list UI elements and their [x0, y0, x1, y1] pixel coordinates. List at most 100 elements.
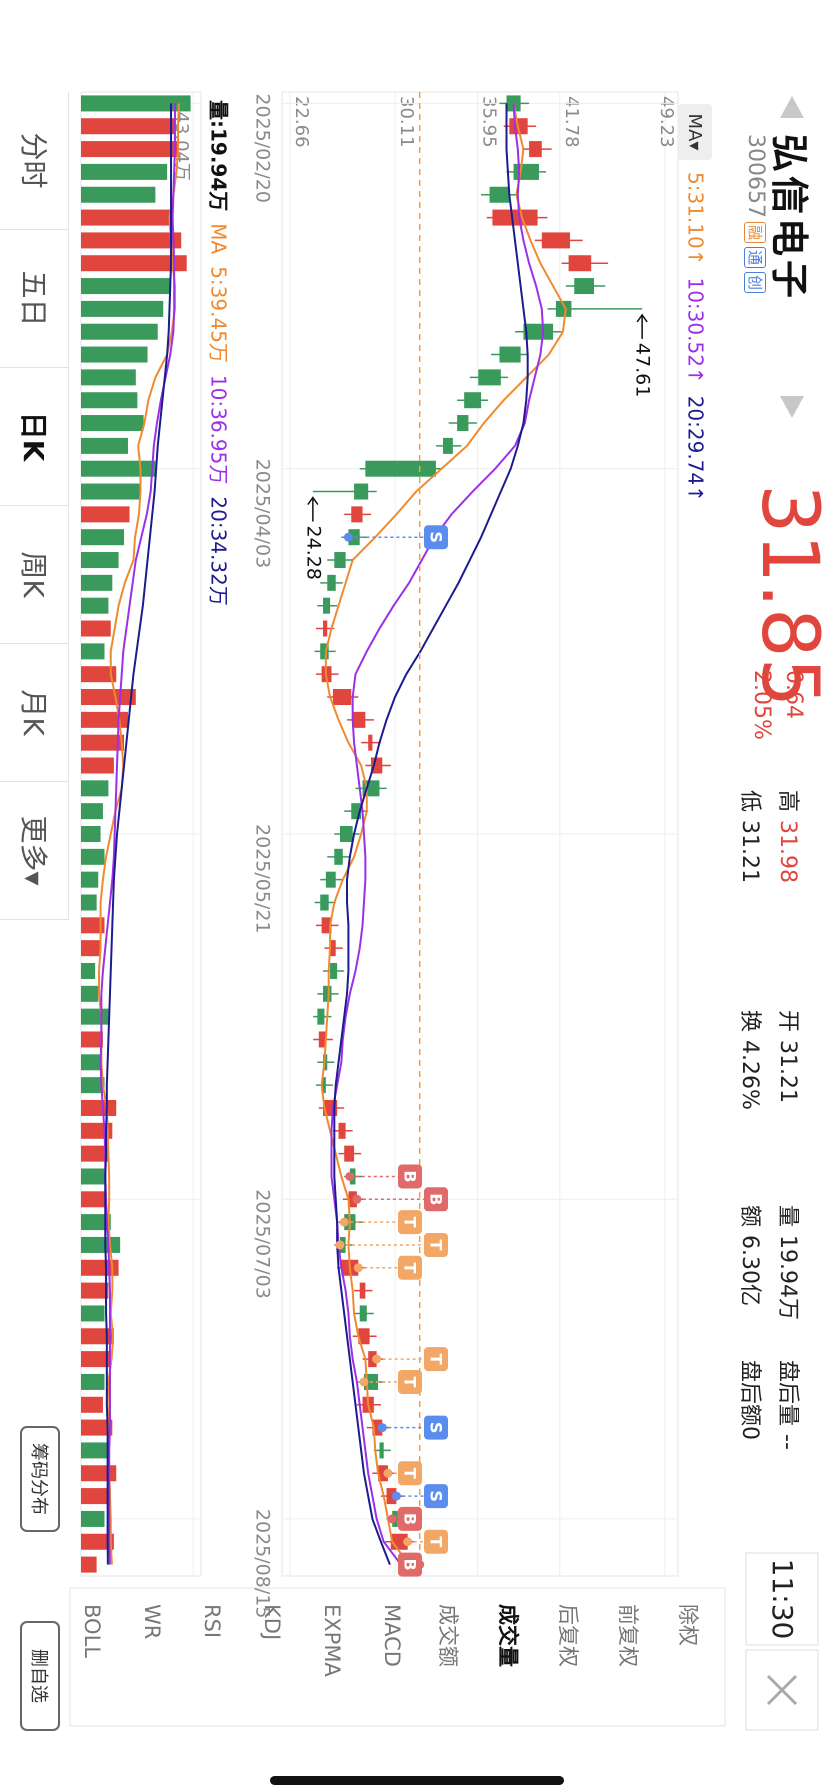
candle-body: [339, 826, 353, 842]
volume-bar: [80, 1191, 105, 1208]
volume-bar: [80, 323, 158, 340]
signal-dot: [353, 1263, 363, 1273]
indicator-item[interactable]: EXPMA: [320, 1604, 344, 1677]
volume-bar: [81, 163, 168, 180]
signal-dot: [403, 1537, 413, 1547]
legend-entry: 5:31.10↑: [684, 172, 708, 265]
stat-value: 0: [737, 1426, 762, 1441]
period-tab[interactable]: 月K: [0, 644, 69, 782]
next-stock-arrow[interactable]: [780, 396, 804, 418]
indicator-item[interactable]: MACD: [380, 1604, 404, 1667]
stat-label: 换: [737, 1010, 762, 1033]
volume-bar: [80, 848, 105, 865]
indicator-item[interactable]: 前复权: [616, 1604, 640, 1667]
indicator-item[interactable]: 成交额: [436, 1604, 460, 1667]
signal-label: B: [427, 1193, 446, 1205]
stat-value: 19.94万: [775, 1235, 800, 1320]
indicator-item[interactable]: RSI: [200, 1604, 224, 1639]
candle-body: [492, 209, 538, 226]
signal-dot: [345, 1171, 355, 1181]
volume-bar: [81, 1396, 103, 1413]
indicator-item[interactable]: 成交量: [496, 1604, 520, 1667]
candle-body: [368, 734, 373, 751]
signal-dot: [387, 1514, 397, 1524]
candle-body: [489, 186, 510, 203]
stat: 低 31.21: [736, 790, 768, 883]
close-icon[interactable]: [766, 1674, 798, 1706]
volume-bar: [81, 1236, 121, 1253]
ma-selector-box[interactable]: [678, 104, 712, 160]
volume-bar: [80, 141, 179, 158]
stat: 高 31.98: [774, 790, 806, 883]
stat-value: 31.21: [737, 820, 762, 883]
period-tab[interactable]: 更多▾: [0, 782, 69, 920]
indicator-item[interactable]: KDJ: [260, 1604, 284, 1641]
indicator-item[interactable]: 后复权: [556, 1604, 580, 1667]
volume-bar: [80, 711, 128, 728]
candle-body: [574, 278, 595, 295]
candle-body: [379, 1442, 384, 1459]
volume-bar: [81, 666, 117, 683]
y-tick-label: 35.95: [479, 96, 500, 148]
signal-label: B: [401, 1513, 420, 1525]
stat-label: 量: [775, 1205, 800, 1228]
y-tick-label: 22.66: [291, 96, 312, 148]
candle-body: [325, 871, 336, 888]
candle-body: [338, 1122, 346, 1139]
signal-label: T: [401, 1262, 420, 1273]
ma-selector[interactable]: MA▾: [684, 114, 705, 151]
volume-bar: [80, 118, 175, 135]
period-tab[interactable]: 日K: [0, 368, 69, 506]
volume-bar: [80, 1077, 105, 1094]
indicator-item[interactable]: BOLL: [80, 1604, 104, 1658]
signal-label: T: [427, 1239, 446, 1250]
signal-label: T: [401, 1217, 420, 1228]
candle-body: [365, 460, 436, 477]
volume-bar: [81, 734, 125, 751]
change: 0.64: [781, 670, 806, 719]
candle-body: [523, 323, 554, 340]
extreme-label: 24.28: [302, 526, 324, 580]
change-pct: 2.05%: [749, 670, 774, 740]
indicator-item[interactable]: 除权: [676, 1604, 700, 1646]
volume-bar: [81, 826, 101, 842]
volume-bar: [80, 1510, 105, 1527]
badge: 创: [744, 272, 766, 294]
candle-body: [332, 689, 352, 706]
period-tab[interactable]: 分时: [0, 92, 69, 230]
volume-bar: [80, 552, 119, 569]
candle-body: [327, 574, 336, 591]
period-tab[interactable]: 周K: [0, 506, 69, 644]
legend-entry: MA: [207, 223, 231, 254]
volume-bar: [81, 1533, 114, 1550]
signal-label: S: [427, 531, 446, 543]
volume-bar: [80, 1419, 113, 1436]
volume-bar: [80, 278, 172, 295]
remove-watch-button[interactable]: 删自选: [20, 1621, 60, 1731]
stat-value: 6.30亿: [737, 1235, 762, 1307]
indicator-item[interactable]: WR: [140, 1604, 164, 1640]
volume-bar: [81, 346, 148, 363]
candle-body: [541, 232, 571, 249]
legend-entry: 20:29.74↑: [684, 396, 708, 502]
signal-dot: [359, 1377, 369, 1387]
time-box: [745, 1552, 819, 1646]
volume-bar: [80, 1488, 111, 1505]
volume-bar: [80, 1305, 105, 1322]
stat: 额 6.30亿: [736, 1205, 768, 1306]
stock-code: 300657: [743, 134, 768, 218]
period-tab[interactable]: 五日: [0, 230, 69, 368]
candle-body: [323, 985, 332, 1002]
close-box[interactable]: [745, 1649, 819, 1731]
x-tick-label: 2025/07/03: [252, 1189, 274, 1299]
legend-entry: 10:36.95万: [207, 375, 231, 484]
volume-bar: [80, 1145, 109, 1162]
signal-label: T: [427, 1354, 446, 1365]
stat-label: 盘后量: [775, 1360, 800, 1427]
prev-stock-arrow[interactable]: [780, 96, 804, 118]
signal-badge: [424, 1484, 448, 1509]
signal-dot: [391, 1491, 401, 1501]
chip-button[interactable]: 筹码分布: [20, 1426, 60, 1532]
